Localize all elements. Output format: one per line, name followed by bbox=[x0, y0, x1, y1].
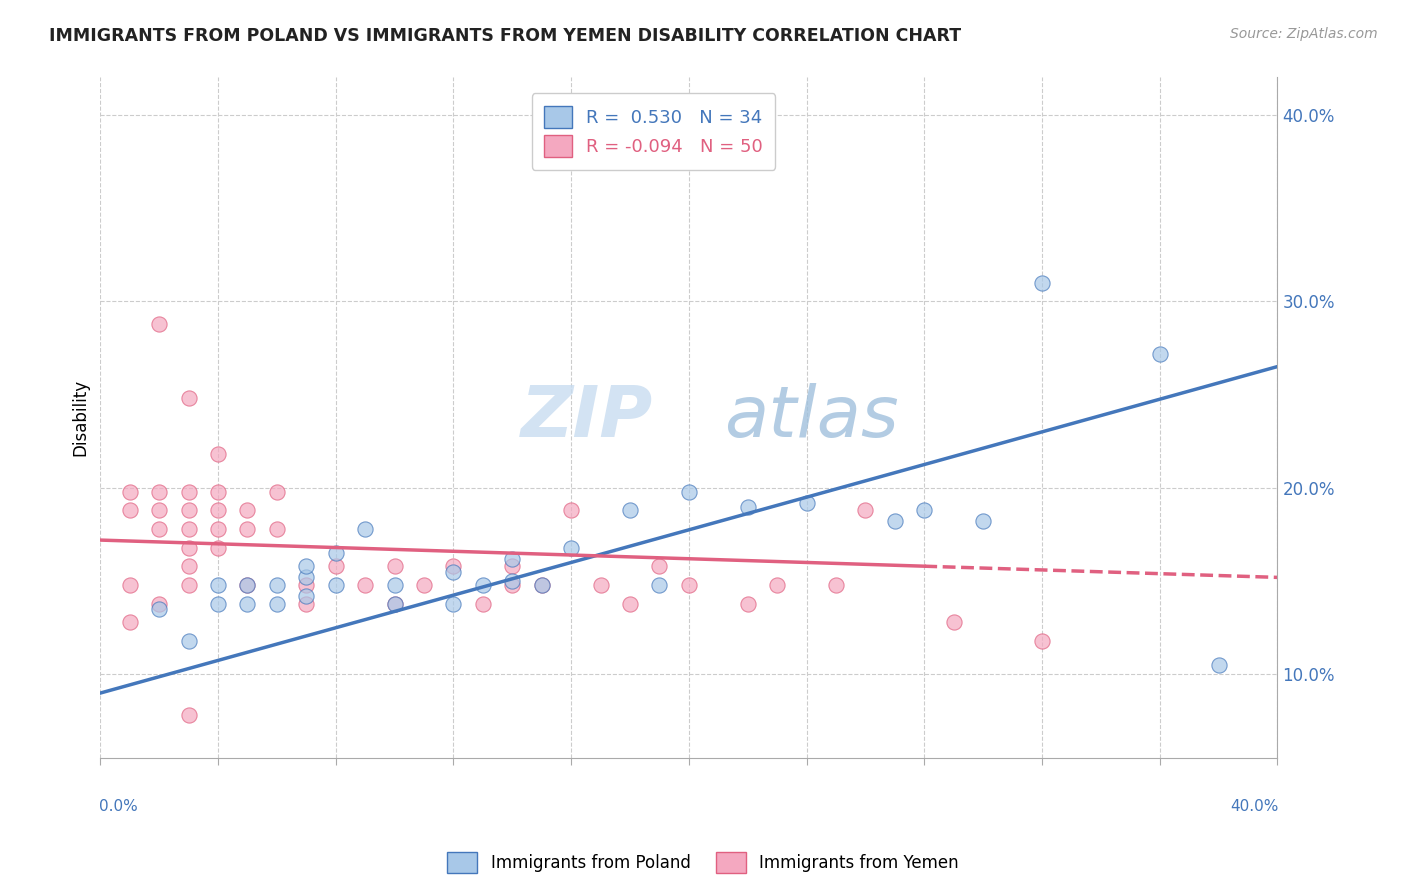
Point bbox=[471, 578, 494, 592]
Point bbox=[912, 503, 935, 517]
Point bbox=[177, 392, 200, 406]
Point bbox=[118, 503, 141, 517]
Point bbox=[118, 615, 141, 629]
Point bbox=[619, 503, 641, 517]
Point bbox=[207, 447, 229, 461]
Point bbox=[648, 559, 671, 574]
Point bbox=[443, 565, 465, 579]
Point bbox=[295, 559, 318, 574]
Point bbox=[1149, 346, 1171, 360]
Text: atlas: atlas bbox=[724, 384, 898, 452]
Point bbox=[148, 597, 170, 611]
Point bbox=[443, 597, 465, 611]
Text: 40.0%: 40.0% bbox=[1230, 799, 1278, 814]
Point bbox=[118, 484, 141, 499]
Point bbox=[766, 578, 789, 592]
Point bbox=[678, 578, 700, 592]
Point bbox=[855, 503, 877, 517]
Point bbox=[148, 522, 170, 536]
Point bbox=[354, 522, 377, 536]
Legend: R =  0.530   N = 34, R = -0.094   N = 50: R = 0.530 N = 34, R = -0.094 N = 50 bbox=[531, 94, 775, 169]
Point bbox=[177, 541, 200, 555]
Point bbox=[295, 589, 318, 603]
Point bbox=[236, 503, 259, 517]
Point bbox=[384, 597, 406, 611]
Point bbox=[177, 578, 200, 592]
Point bbox=[560, 503, 582, 517]
Y-axis label: Disability: Disability bbox=[72, 379, 89, 457]
Point bbox=[148, 602, 170, 616]
Point bbox=[266, 578, 288, 592]
Point bbox=[177, 559, 200, 574]
Point bbox=[1208, 658, 1230, 673]
Point bbox=[148, 503, 170, 517]
Point bbox=[443, 559, 465, 574]
Point bbox=[972, 515, 994, 529]
Point bbox=[501, 559, 523, 574]
Point bbox=[207, 541, 229, 555]
Point bbox=[530, 578, 553, 592]
Point bbox=[325, 578, 347, 592]
Point bbox=[501, 551, 523, 566]
Point bbox=[148, 317, 170, 331]
Point bbox=[883, 515, 905, 529]
Text: Source: ZipAtlas.com: Source: ZipAtlas.com bbox=[1230, 27, 1378, 41]
Point bbox=[384, 559, 406, 574]
Point bbox=[236, 597, 259, 611]
Point bbox=[295, 597, 318, 611]
Point bbox=[471, 597, 494, 611]
Point bbox=[207, 578, 229, 592]
Point bbox=[737, 500, 759, 514]
Point bbox=[236, 522, 259, 536]
Text: 0.0%: 0.0% bbox=[100, 799, 138, 814]
Point bbox=[413, 578, 436, 592]
Point bbox=[384, 578, 406, 592]
Legend: Immigrants from Poland, Immigrants from Yemen: Immigrants from Poland, Immigrants from … bbox=[440, 846, 966, 880]
Point bbox=[1031, 633, 1053, 648]
Point bbox=[1031, 276, 1053, 290]
Point bbox=[177, 708, 200, 723]
Point bbox=[384, 597, 406, 611]
Point bbox=[177, 503, 200, 517]
Point bbox=[619, 597, 641, 611]
Point bbox=[177, 633, 200, 648]
Point bbox=[266, 597, 288, 611]
Point bbox=[942, 615, 965, 629]
Point bbox=[207, 522, 229, 536]
Point bbox=[177, 522, 200, 536]
Point bbox=[648, 578, 671, 592]
Point bbox=[207, 503, 229, 517]
Point bbox=[796, 496, 818, 510]
Point bbox=[560, 541, 582, 555]
Point bbox=[530, 578, 553, 592]
Point bbox=[825, 578, 848, 592]
Point bbox=[177, 484, 200, 499]
Point bbox=[118, 578, 141, 592]
Point bbox=[737, 597, 759, 611]
Point bbox=[678, 484, 700, 499]
Point bbox=[325, 559, 347, 574]
Point bbox=[501, 578, 523, 592]
Point bbox=[236, 578, 259, 592]
Point bbox=[325, 546, 347, 560]
Point bbox=[207, 597, 229, 611]
Point bbox=[295, 578, 318, 592]
Point bbox=[148, 484, 170, 499]
Point bbox=[266, 522, 288, 536]
Point bbox=[236, 578, 259, 592]
Point bbox=[589, 578, 612, 592]
Text: ZIP: ZIP bbox=[522, 384, 654, 452]
Point bbox=[266, 484, 288, 499]
Point bbox=[295, 570, 318, 584]
Text: IMMIGRANTS FROM POLAND VS IMMIGRANTS FROM YEMEN DISABILITY CORRELATION CHART: IMMIGRANTS FROM POLAND VS IMMIGRANTS FRO… bbox=[49, 27, 962, 45]
Point bbox=[354, 578, 377, 592]
Point bbox=[207, 484, 229, 499]
Point bbox=[501, 574, 523, 588]
